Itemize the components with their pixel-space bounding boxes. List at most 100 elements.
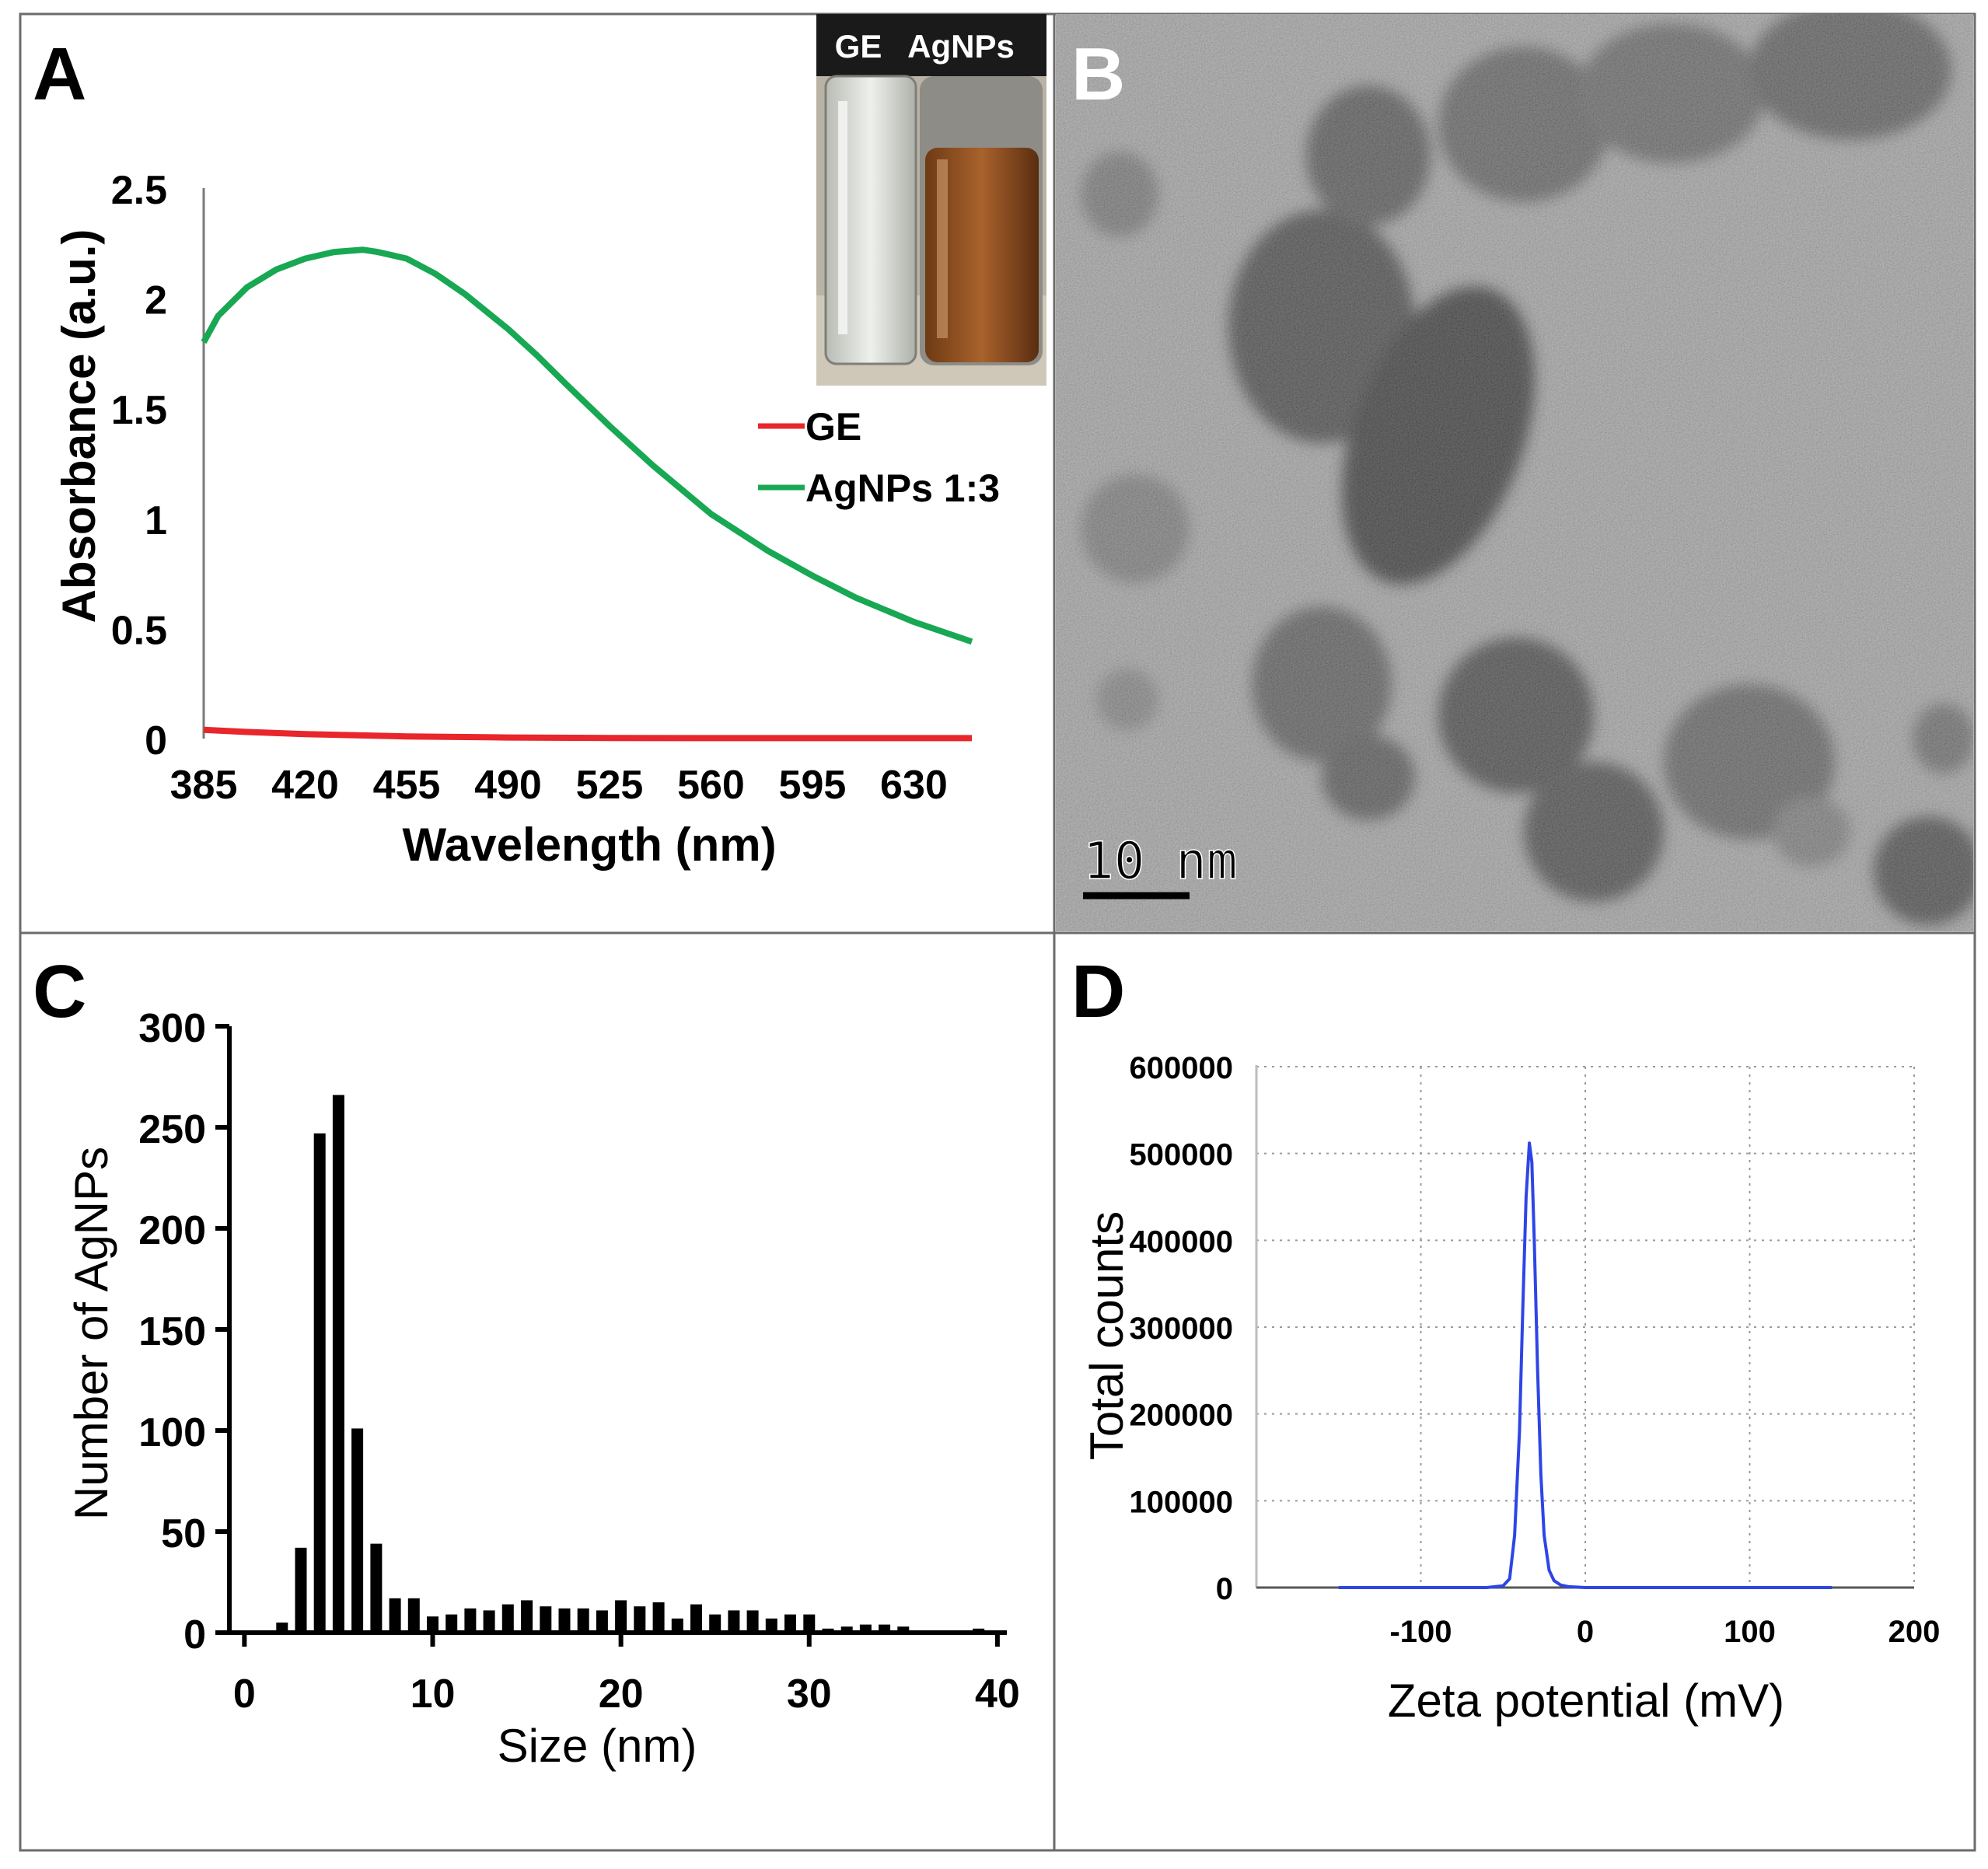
panel-d-x-tick-label: 200 — [1888, 1615, 1941, 1649]
histogram-bar — [577, 1608, 589, 1633]
panel-c-size-histogram: C 0 50 100 150 200 250 300 0 10 20 30 40 Number of… — [33, 950, 1020, 1772]
panel-c-letter: C — [33, 950, 86, 1033]
panel-d-y-tick-label: 0 — [1216, 1572, 1233, 1606]
histogram-bar — [765, 1618, 777, 1633]
panel-a-y-tick-label: 2.5 — [111, 168, 167, 213]
panel-a-x-tick-label: 490 — [474, 763, 542, 808]
panel-c-y-axis-title: Number of AgNPs — [65, 1147, 117, 1520]
histogram-bar — [351, 1428, 364, 1633]
histogram-bar — [464, 1608, 477, 1633]
panel-d-y-tick-label: 400000 — [1130, 1224, 1233, 1259]
panel-c-y-tick-label: 250 — [138, 1107, 206, 1152]
histogram-bar — [709, 1614, 721, 1633]
vials-inset-photo: GE AgNPs — [816, 14, 1046, 386]
histogram-bar — [652, 1602, 665, 1633]
panel-a-y-axis-title: Absorbance (a.u.) — [53, 229, 105, 624]
series-line-ge — [203, 726, 972, 742]
panel-d-y-tick-label: 300000 — [1130, 1312, 1233, 1346]
panel-d-y-tick-label: 200000 — [1130, 1399, 1233, 1433]
histogram-bar — [728, 1610, 740, 1633]
histogram-bar — [746, 1610, 759, 1633]
histogram-bar — [257, 1630, 270, 1633]
panel-a-x-tick-label: 630 — [880, 763, 948, 808]
histogram-bar — [690, 1604, 702, 1633]
panel-a-legend: GE AgNPs 1:3 — [758, 405, 1000, 510]
panel-c-x-axis-title: Size (nm) — [498, 1720, 697, 1772]
histogram-bar — [784, 1614, 796, 1633]
panel-d-y-tick-label: 500000 — [1130, 1138, 1233, 1172]
panel-c-x-tick-label: 20 — [599, 1672, 644, 1717]
panel-a-x-tick-label: 385 — [170, 763, 238, 808]
tem-grain — [1056, 14, 1973, 931]
histogram-bar — [521, 1600, 533, 1633]
histogram-bar — [596, 1610, 608, 1633]
inset-ge-label: GE — [835, 28, 882, 65]
panel-d-y-tick-label: 600000 — [1130, 1051, 1233, 1085]
panel-d-zeta-chart: D 0100000200000300000400000500000600000 … — [1071, 950, 1940, 1727]
histogram-bar — [671, 1618, 683, 1633]
legend-agnps-label: AgNPs 1:3 — [805, 466, 1000, 510]
panel-a-x-tick-label: 420 — [271, 763, 339, 808]
histogram-bar — [840, 1626, 853, 1633]
histogram-bar — [427, 1616, 438, 1633]
histogram-bar — [332, 1095, 344, 1633]
panel-d-y-tick-label: 100000 — [1130, 1485, 1233, 1519]
panel-d-y-axis-title: Total counts — [1081, 1211, 1133, 1460]
panel-c-x-tick-label: 10 — [411, 1672, 456, 1717]
histogram-bar — [370, 1543, 383, 1633]
series-line-agnps — [201, 246, 973, 645]
histogram-bar — [295, 1547, 307, 1633]
histogram-bar — [389, 1598, 401, 1633]
panel-a-letter: A — [33, 33, 86, 116]
histogram-bar — [991, 1630, 1004, 1633]
panel-c-x-tick-label: 40 — [975, 1672, 1020, 1717]
histogram-bar — [803, 1614, 816, 1633]
panel-a-y-tick-label: 1 — [145, 498, 167, 543]
histogram-bar — [501, 1604, 514, 1633]
panel-a-x-tick-label: 595 — [779, 763, 847, 808]
histogram-bar — [822, 1628, 834, 1633]
panel-a-x-tick-label: 560 — [677, 763, 745, 808]
panel-d-x-tick-label: 100 — [1724, 1615, 1776, 1649]
histogram-bar — [634, 1606, 646, 1633]
scale-bar-label: 10 nm — [1083, 831, 1238, 891]
panel-a-y-tick-label: 1.5 — [111, 388, 167, 433]
panel-d-x-tick-label: -100 — [1389, 1615, 1452, 1649]
panel-c-y-tick-label: 300 — [138, 1006, 206, 1051]
histogram-bar — [879, 1624, 891, 1633]
inset-agnps-label: AgNPs — [907, 28, 1015, 65]
panel-d-x-tick-label: 0 — [1577, 1615, 1594, 1649]
panel-a-y-tick-label: 0 — [145, 718, 167, 763]
panel-c-y-tick-label: 100 — [138, 1410, 206, 1455]
histogram-bar — [313, 1133, 326, 1633]
panel-b-tem-image: B 10 nm — [1056, 14, 1973, 931]
panel-a-y-tick-label: 2 — [145, 278, 167, 323]
panel-a-uv-vis-chart: A 00.511.522.5 385 420 455 490 525 560 595 630 … — [33, 14, 1046, 871]
histogram-bar — [445, 1614, 458, 1633]
histogram-bar — [935, 1630, 947, 1633]
panel-c-x-tick-label: 30 — [787, 1672, 832, 1717]
legend-ge-label: GE — [805, 405, 861, 449]
panel-c-y-tick-label: 150 — [138, 1309, 206, 1354]
histogram-bar — [897, 1626, 910, 1633]
panel-a-x-tick-label: 525 — [576, 763, 644, 808]
panel-a-x-tick-label: 455 — [373, 763, 441, 808]
panel-c-y-tick-label: 0 — [183, 1612, 206, 1658]
panel-a-x-axis-title: Wavelength (nm) — [402, 819, 776, 871]
panel-c-frame — [19, 931, 1056, 1852]
histogram-bar — [954, 1630, 966, 1633]
panel-c-y-tick-label: 200 — [138, 1208, 206, 1253]
histogram-bar — [615, 1600, 627, 1633]
panel-d-frame — [1053, 931, 1976, 1852]
histogram-bar — [540, 1606, 552, 1633]
zeta-series-line — [1338, 1141, 1833, 1589]
panel-d-letter: D — [1071, 950, 1125, 1033]
panel-c-y-tick-label: 50 — [161, 1511, 206, 1556]
histogram-bar — [916, 1630, 928, 1633]
histogram-bar — [973, 1628, 985, 1633]
panel-d-x-axis-title: Zeta potential (mV) — [1388, 1675, 1784, 1727]
histogram-bar — [558, 1608, 571, 1633]
histogram-bar — [483, 1610, 495, 1633]
panel-a-y-tick-label: 0.5 — [111, 608, 167, 653]
